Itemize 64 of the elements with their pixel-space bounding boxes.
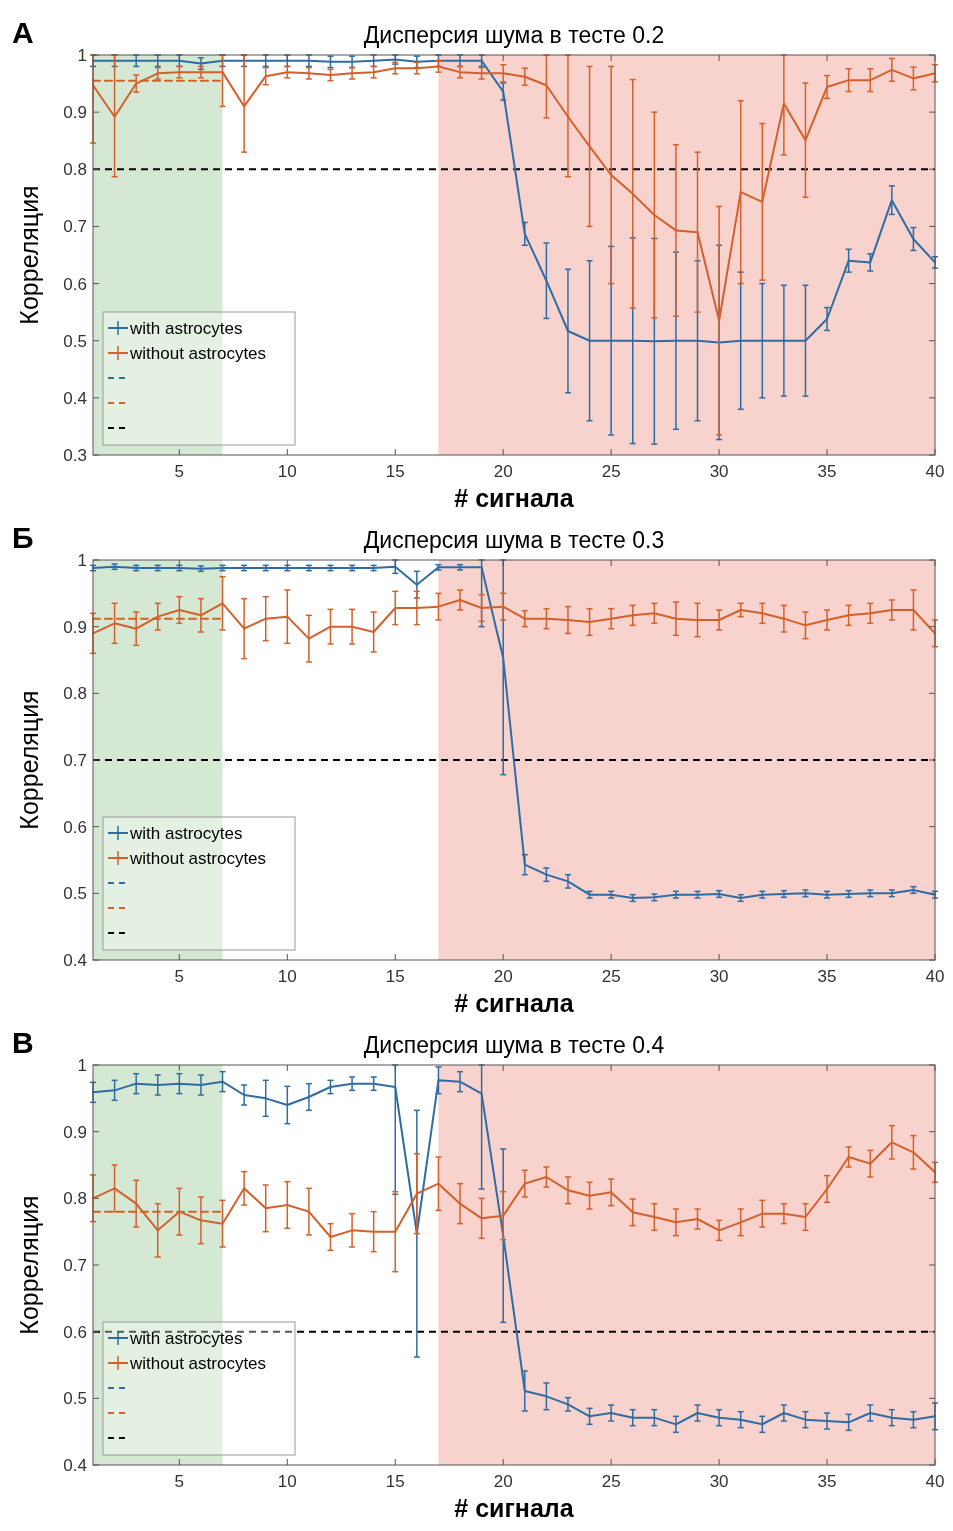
x-tick-label: 30 (709, 462, 729, 481)
legend-label: with astrocytes (129, 824, 243, 843)
y-tick-label: 0.4 (63, 388, 87, 408)
x-tick-label: 5 (174, 1472, 185, 1491)
x-tick-label: 15 (385, 462, 405, 481)
x-tick-label: 15 (385, 967, 405, 986)
x-tick-label: 40 (925, 462, 945, 481)
text: В (12, 1026, 34, 1059)
y-tick-label: 0.9 (63, 1122, 87, 1142)
y-axis-title: Корреляция (15, 185, 43, 325)
legend-label: without astrocytes (129, 344, 267, 363)
x-tick-label: 40 (925, 967, 945, 986)
y-tick-label: 0.5 (63, 1389, 87, 1409)
y-tick-label: 0.9 (63, 617, 87, 637)
legend-label: without astrocytes (129, 1354, 267, 1373)
y-tick-label: 1 (77, 1056, 87, 1075)
text: А (12, 16, 34, 49)
y-tick-label: 0.3 (63, 446, 87, 465)
x-axis-title: # сигнала (454, 1494, 575, 1522)
y-tick-label: 0.6 (63, 1322, 87, 1342)
legend-label: with astrocytes (129, 1329, 243, 1348)
x-tick-label: 30 (709, 1472, 729, 1491)
y-tick-label: 0.5 (63, 884, 87, 904)
y-tick-label: 1 (77, 551, 87, 570)
x-tick-label: 10 (277, 967, 297, 986)
y-tick-label: 0.7 (63, 751, 87, 770)
x-tick-label: 20 (493, 1472, 513, 1491)
chart-title: Дисперсия шума в тесте 0.3 (363, 527, 665, 553)
x-tick-label: 5 (174, 967, 185, 986)
y-tick-label: 0.6 (63, 817, 87, 837)
chart-title: Дисперсия шума в тесте 0.2 (363, 22, 665, 48)
y-tick-label: 0.6 (63, 274, 87, 294)
x-tick-label: 25 (601, 462, 621, 481)
x-tick-label: 40 (925, 1472, 945, 1491)
x-tick-label: 25 (601, 1472, 621, 1491)
x-tick-label: 10 (277, 1472, 297, 1491)
text: Б (12, 521, 34, 554)
x-tick-label: 20 (493, 462, 513, 481)
y-tick-label: 0.8 (63, 160, 87, 180)
legend-label: without astrocytes (129, 849, 267, 868)
y-tick-label: 0.7 (63, 217, 87, 237)
y-tick-label: 1 (77, 46, 87, 65)
x-tick-label: 10 (277, 462, 297, 481)
x-tick-label: 35 (817, 967, 837, 986)
x-axis-title: # сигнала (454, 989, 575, 1017)
y-tick-label: 0.4 (63, 1456, 87, 1475)
x-tick-label: 30 (709, 967, 729, 986)
legend-label: with astrocytes (129, 319, 243, 338)
y-tick-label: 0.8 (63, 1189, 87, 1209)
y-tick-label: 0.4 (63, 951, 87, 970)
y-tick-label: 0.8 (63, 684, 87, 704)
chart-title: Дисперсия шума в тесте 0.4 (363, 1032, 665, 1058)
y-tick-label: 0.7 (63, 1256, 87, 1275)
x-tick-label: 35 (817, 1472, 837, 1491)
x-tick-label: 15 (385, 1472, 405, 1491)
x-tick-label: 20 (493, 967, 513, 986)
x-tick-label: 5 (174, 462, 185, 481)
y-axis-title: Корреляция (15, 1195, 43, 1335)
x-axis-title: # сигнала (454, 484, 575, 512)
y-axis-title: Корреляция (15, 690, 43, 830)
y-tick-label: 0.5 (63, 331, 87, 351)
x-tick-label: 25 (601, 967, 621, 986)
x-tick-label: 35 (817, 462, 837, 481)
y-tick-label: 0.9 (63, 103, 87, 123)
